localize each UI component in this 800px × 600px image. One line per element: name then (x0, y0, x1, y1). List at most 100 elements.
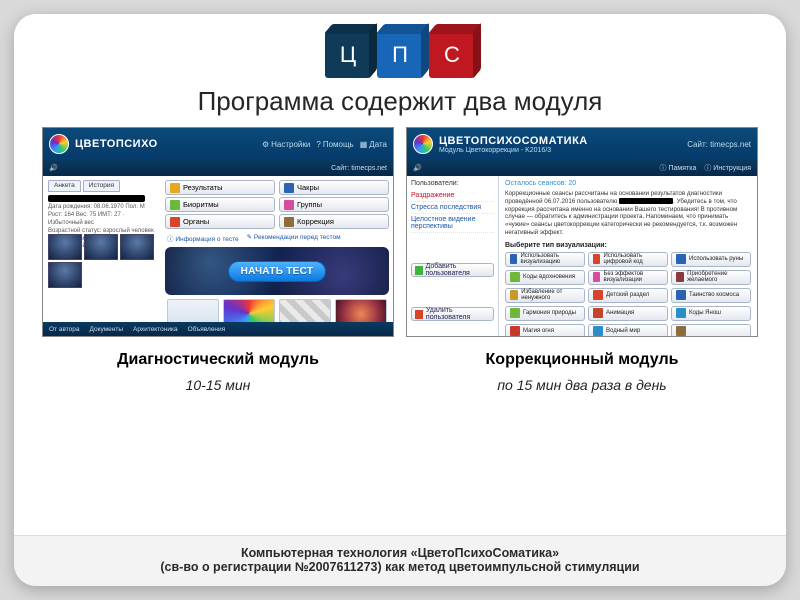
footer-line2: (св-во о регистрации №2007611273) как ме… (34, 560, 766, 574)
viz-select-label: Выберите тип визуализации: (505, 242, 751, 249)
logo-cubes: Ц П С (14, 32, 786, 78)
app-subheader: 🔊 Сайт: timecps.net (43, 160, 393, 176)
sidebar-user-item[interactable]: Целостное видение перспективы (411, 214, 494, 233)
color-swatch-icon (593, 326, 603, 336)
category-grid: Результаты Чакры Биоритмы Группы Органы Корре… (165, 180, 389, 229)
site-link[interactable]: Сайт: timecps.net (687, 140, 751, 149)
site-link[interactable]: Сайт: timecps.net (331, 165, 387, 172)
redacted-name (619, 198, 673, 204)
color-swatch-icon (676, 290, 686, 300)
viz-type-button[interactable]: Водный мир (588, 324, 668, 338)
viz-type-button[interactable] (671, 324, 751, 338)
correction-description: Коррекционные сеансы рассчитаны на основ… (505, 190, 751, 237)
anatomy-thumb[interactable] (48, 262, 82, 288)
viz-type-button[interactable]: Магия огня (505, 324, 585, 338)
calendar-icon: ▦ (360, 140, 368, 149)
color-swatch-icon (676, 254, 686, 264)
viz-type-button[interactable]: Анимация (588, 306, 668, 321)
color-swatch-icon (510, 308, 520, 318)
sound-icon[interactable]: 🔊 (413, 164, 422, 172)
sound-icon[interactable]: 🔊 (49, 164, 58, 172)
viz-type-button[interactable]: Использовать руны (671, 252, 751, 267)
app-logo-icon (413, 134, 433, 154)
users-label: Пользователи: (411, 180, 494, 187)
app-title: ЦВЕТОПСИХО (75, 138, 158, 150)
diagnostic-screenshot: ЦВЕТОПСИХО ⚙Настройки ?Помощь ▦Дата 🔊 Са… (42, 127, 394, 337)
settings-button[interactable]: ⚙Настройки (262, 140, 310, 149)
color-swatch-icon (170, 217, 180, 227)
tab-anketa[interactable]: Анкета (48, 180, 81, 192)
page-title: Программа содержит два модуля (14, 86, 786, 117)
viz-type-button[interactable]: Таинство космоса (671, 288, 751, 303)
module-diagnostic: ЦВЕТОПСИХО ⚙Настройки ?Помощь ▦Дата 🔊 Са… (42, 127, 394, 393)
module2-sub: по 15 мин два раза в день (406, 377, 758, 393)
category-button[interactable]: Коррекция (279, 214, 389, 229)
link-memo[interactable]: ⓘ Памятка (660, 163, 697, 173)
category-button[interactable]: Группы (279, 197, 389, 212)
viz-type-button[interactable]: Гармония природы (505, 306, 585, 321)
category-button[interactable]: Результаты (165, 180, 275, 195)
sessions-remaining: Осталось сеансов: 20 (505, 180, 751, 187)
app-subtitle: Модуль Цветокоррекции - K2016/3 (439, 147, 588, 154)
link-recommendations[interactable]: ✎ Рекомендации перед тестом (247, 233, 341, 243)
viz-type-button[interactable]: Использовать визуализацию (505, 252, 585, 267)
app-logo-icon (49, 134, 69, 154)
viz-grid: Использовать визуализациюИспользовать ци… (505, 252, 751, 338)
category-button[interactable]: Чакры (279, 180, 389, 195)
color-swatch-icon (676, 326, 686, 336)
footer: Компьютерная технология «ЦветоПсихоСомат… (14, 535, 786, 586)
users-sidebar: Пользователи: РаздражениеСтресса последс… (407, 176, 499, 336)
color-swatch-icon (593, 272, 600, 282)
sidebar-user-item[interactable]: Раздражение (411, 190, 494, 202)
anatomy-thumb[interactable] (84, 234, 118, 260)
color-swatch-icon (676, 308, 686, 318)
add-user-button[interactable]: Добавить пользователя (411, 263, 494, 277)
correction-screenshot: ЦВЕТОПСИХОСОМАТИКА Модуль Цветокоррекции… (406, 127, 758, 337)
module2-name: Коррекционный модуль (406, 351, 758, 369)
plus-icon (415, 266, 423, 275)
modules-row: ЦВЕТОПСИХО ⚙Настройки ?Помощь ▦Дата 🔊 Са… (14, 127, 786, 393)
help-button[interactable]: ?Помощь (316, 140, 353, 149)
footer-link[interactable]: Документы (90, 326, 124, 333)
viz-type-button[interactable]: Коды вдохновения (505, 270, 585, 285)
color-swatch-icon (510, 254, 517, 264)
color-swatch-icon (510, 272, 520, 282)
date-button[interactable]: ▦Дата (360, 140, 387, 149)
footer-link[interactable]: Объявления (188, 326, 226, 333)
cube-s: С (429, 32, 475, 78)
category-button[interactable]: Биоритмы (165, 197, 275, 212)
color-swatch-icon (593, 290, 603, 300)
color-swatch-icon (510, 326, 520, 336)
viz-type-button[interactable]: Детский раздел (588, 288, 668, 303)
start-test-button[interactable]: НАЧАТЬ ТЕСТ (228, 261, 327, 282)
footer-link[interactable]: Архитектоника (133, 326, 178, 333)
viz-type-button[interactable]: Использовать цифровой код (588, 252, 668, 267)
cube-p: П (377, 32, 423, 78)
footer-line1: Компьютерная технология «ЦветоПсихоСомат… (34, 546, 766, 560)
delete-user-button[interactable]: Удалить пользователя (411, 307, 494, 321)
redacted-name (48, 195, 145, 202)
viz-type-button[interactable]: Без эффектов визуализации (588, 270, 668, 285)
color-swatch-icon (593, 308, 603, 318)
link-test-info[interactable]: ⓘ Информация о тесте (167, 233, 239, 243)
tab-history[interactable]: История (83, 180, 120, 192)
viz-type-button[interactable]: Приобретение желаемого (671, 270, 751, 285)
module1-name: Диагностический модуль (42, 351, 394, 369)
link-instruction[interactable]: ⓘ Инструкция (704, 163, 751, 173)
cube-ts: Ц (325, 32, 371, 78)
start-test-banner: НАЧАТЬ ТЕСТ (165, 247, 389, 295)
module-correction: ЦВЕТОПСИХОСОМАТИКА Модуль Цветокоррекции… (406, 127, 758, 393)
category-button[interactable]: Органы (165, 214, 275, 229)
sidebar-user-item[interactable]: Стресса последствия (411, 202, 494, 214)
viz-type-button[interactable]: Избавление от ненужного (505, 288, 585, 303)
minus-icon (415, 310, 423, 319)
viz-type-button[interactable]: Коды Янош (671, 306, 751, 321)
anatomy-thumb[interactable] (120, 234, 154, 260)
app-subheader: 🔊 ⓘ Памятка ⓘ Инструкция (407, 160, 757, 176)
anatomy-thumb[interactable] (48, 234, 82, 260)
app-header: ЦВЕТОПСИХОСОМАТИКА Модуль Цветокоррекции… (407, 128, 757, 160)
footer-link[interactable]: От автора (49, 326, 80, 333)
gear-icon: ⚙ (262, 140, 269, 149)
color-swatch-icon (676, 272, 684, 282)
module1-sub: 10-15 мин (42, 377, 394, 393)
